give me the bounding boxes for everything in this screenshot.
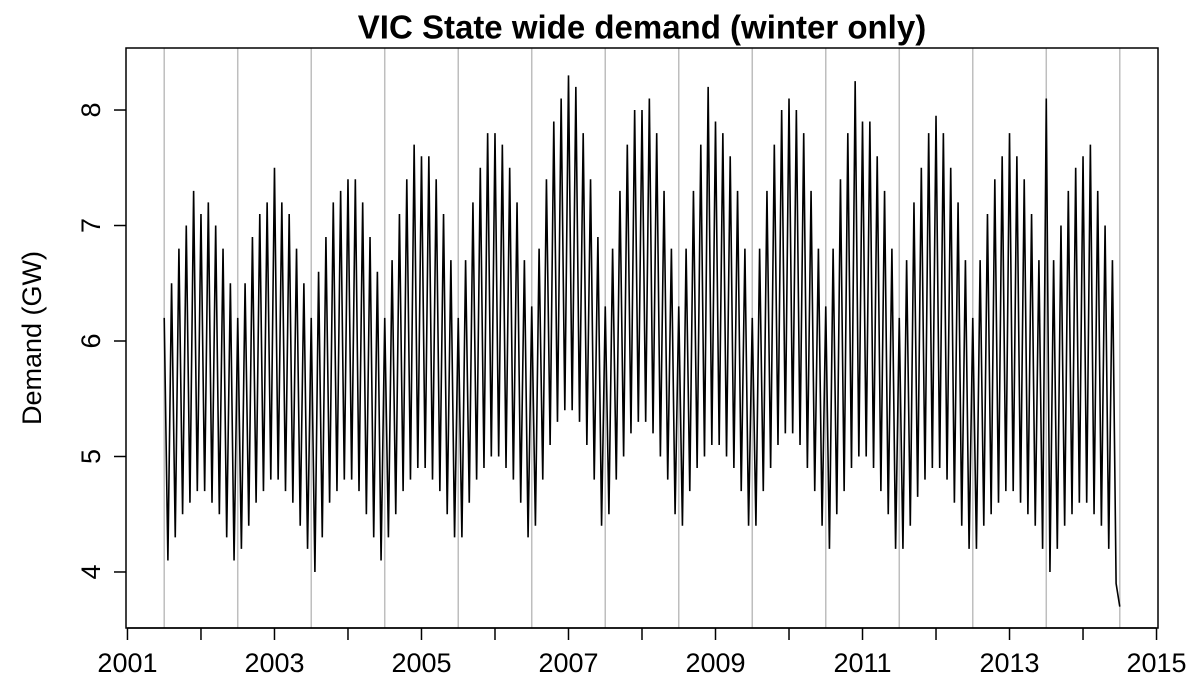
x-tick-label: 2013 [979,648,1039,678]
y-tick-label: 6 [76,333,106,348]
y-tick-label: 8 [76,103,106,118]
x-tick-label: 2015 [1126,648,1186,678]
y-tick-label: 5 [76,449,106,464]
y-tick-label: 4 [76,564,106,579]
line-series [163,75,1121,607]
x-tick-label: 2005 [391,648,451,678]
chart-title: VIC State wide demand (winter only) [358,9,926,46]
x-tick-label: 2001 [97,648,157,678]
x-tick-label: 2007 [538,648,598,678]
x-tick-label: 2009 [685,648,745,678]
x-tick-label: 2003 [244,648,304,678]
x-tick-label: 2011 [833,648,891,678]
plot-frame [125,47,1159,629]
y-axis-label: Demand (GW) [17,251,47,425]
y-tick-label: 7 [76,218,106,233]
